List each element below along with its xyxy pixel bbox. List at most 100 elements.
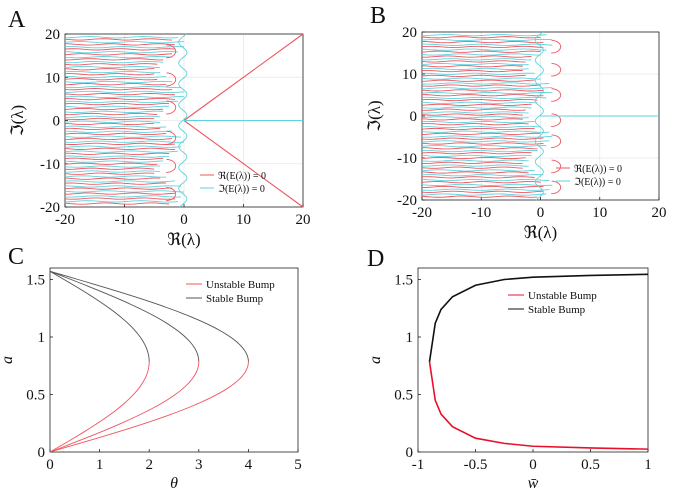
contour-real-line: [421, 147, 538, 150]
legend-label-real: ℜ(E(λ)) = 0: [218, 171, 266, 182]
contour-imag-line: [421, 154, 532, 157]
panel-b-ylabel: ℑ(λ): [365, 100, 384, 131]
contour-real-line: [421, 84, 541, 87]
series-line: [183, 120, 304, 208]
x-tick-label: 10: [236, 212, 251, 228]
y-tick-label: 1.5: [26, 273, 45, 289]
contour-real-line: [64, 147, 176, 150]
contour-cap: [166, 158, 177, 173]
panel-c-curves: [49, 270, 249, 453]
x-tick-label: -0.5: [464, 457, 488, 473]
x-tick-label: 20: [652, 205, 667, 221]
contour-real-line: [421, 79, 535, 82]
x-tick-label: -20: [412, 205, 432, 221]
y-tick-label: 0: [406, 445, 414, 461]
contour-imag-line: [64, 110, 164, 113]
series-line: [183, 33, 304, 121]
contour-real-line: [421, 142, 544, 145]
contour-real-line: [421, 65, 523, 68]
legend-label-stable: Stable Bump: [206, 293, 264, 305]
contour-imag-line: [421, 174, 544, 177]
panel-letter-d: D: [367, 246, 384, 272]
y-tick-label: 10: [45, 70, 60, 86]
contour-real-line: [421, 94, 544, 97]
contour-real-line: [421, 132, 541, 135]
contour-imag-line: [64, 75, 167, 79]
contour-imag-line: [64, 105, 170, 108]
contour-imag-line: [64, 41, 185, 44]
contour-real-line: [64, 197, 176, 200]
contour-imag-line: [64, 145, 182, 148]
contour-real-line: [421, 41, 544, 44]
contour-imag-line: [421, 140, 550, 143]
contour-real-line: [421, 118, 523, 121]
stable-bump-curve: [49, 270, 150, 362]
contour-cap: [166, 130, 177, 145]
panel-b-legend: ℜ(E(λ)) = 0 ℑ(E(λ)) = 0: [556, 164, 622, 188]
axes-frame: [49, 267, 299, 453]
contour-imag-line: [64, 70, 161, 74]
contour-imag-line: [421, 92, 553, 95]
contour-real-line: [64, 137, 173, 140]
contour-real-line: [64, 43, 176, 46]
contour-imag-line: [421, 125, 541, 129]
contour-imag-line: [64, 160, 164, 163]
legend-label-imag: ℑ(E(λ)) = 0: [218, 184, 265, 195]
contour-imag-line: [64, 115, 161, 118]
contour-imag-line: [64, 56, 173, 59]
contour-imag-line: [421, 101, 538, 104]
contour-imag-line: [421, 87, 553, 90]
y-tick-label: 20: [45, 27, 60, 43]
contour-real-line: [421, 185, 544, 189]
panel-letter-b: B: [370, 3, 386, 29]
contour-imag-line: [421, 193, 547, 196]
panel-a-ylabel: ℑ(λ): [8, 105, 27, 136]
contour-imag-wiggle: [534, 31, 544, 201]
contour-real-line: [421, 36, 541, 39]
contour-imag-line: [421, 67, 529, 71]
contour-cap: [551, 39, 562, 54]
contour-real-line: [64, 162, 158, 165]
contour-imag-line: [421, 178, 550, 182]
y-tick-label: 0: [410, 109, 418, 125]
contour-real-line: [64, 97, 176, 101]
contour-real-line: [421, 152, 532, 155]
contour-real-line: [421, 176, 535, 179]
panel-d-axes: -1 -0.5 0 0.5 1 1.5 1 0.5 0: [394, 267, 652, 473]
contour-imag-line: [64, 140, 185, 143]
y-tick-label: 0: [53, 114, 61, 130]
contour-real-line: [64, 152, 170, 155]
contour-real-line: [421, 195, 538, 198]
x-tick-label: 0.5: [581, 457, 600, 473]
contour-imag-line: [421, 48, 547, 51]
contour-imag-line: [422, 111, 529, 114]
contour-real-line: [421, 123, 529, 126]
legend-label-stable: Stable Bump: [528, 304, 586, 316]
stable-bump-curve: [49, 270, 200, 362]
contour-imag-line: [64, 90, 185, 94]
contour-real-line: [64, 78, 158, 81]
contour-imag-line: [421, 63, 529, 66]
contour-real-line: [421, 137, 544, 140]
contour-imag-line: [64, 135, 182, 138]
x-tick-label: 5: [294, 457, 302, 473]
contour-real-line: [421, 103, 532, 106]
contour-imag-line: [421, 58, 532, 61]
contour-cap: [551, 180, 562, 195]
contour-cap: [551, 88, 562, 102]
stable-bump-curve: [428, 273, 649, 362]
contour-cap: [166, 44, 177, 59]
panel-d-xlabel: w̄: [528, 475, 539, 492]
contour-cap: [166, 187, 177, 201]
y-tick-label: 1: [406, 330, 414, 346]
contour-real-line: [64, 192, 176, 195]
contour-cap: [551, 63, 562, 77]
y-tick-label: -20: [397, 193, 417, 209]
contour-real-line: [421, 161, 523, 164]
contour-imag-line: [421, 145, 547, 148]
contour-imag-line: [421, 82, 550, 85]
contour-real-line: [421, 60, 526, 63]
contour-imag-line: [64, 85, 182, 89]
contour-real-line: [64, 142, 176, 145]
contour-imag-line: [64, 155, 170, 158]
